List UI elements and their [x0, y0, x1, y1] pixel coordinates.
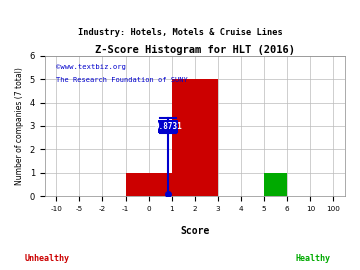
Text: Healthy: Healthy	[296, 254, 331, 263]
Title: Z-Score Histogram for HLT (2016): Z-Score Histogram for HLT (2016)	[95, 45, 295, 55]
Text: Industry: Hotels, Motels & Cruise Lines: Industry: Hotels, Motels & Cruise Lines	[78, 28, 282, 37]
Text: The Research Foundation of SUNY: The Research Foundation of SUNY	[56, 77, 188, 83]
Text: 0.8731: 0.8731	[154, 122, 182, 131]
Text: ©www.textbiz.org: ©www.textbiz.org	[56, 64, 126, 70]
X-axis label: Score: Score	[180, 226, 210, 236]
Text: Unhealthy: Unhealthy	[24, 254, 69, 263]
Bar	[126, 173, 172, 197]
Bar	[264, 173, 287, 197]
Y-axis label: Number of companies (7 total): Number of companies (7 total)	[15, 67, 24, 185]
FancyBboxPatch shape	[158, 120, 178, 133]
Bar	[172, 79, 218, 197]
